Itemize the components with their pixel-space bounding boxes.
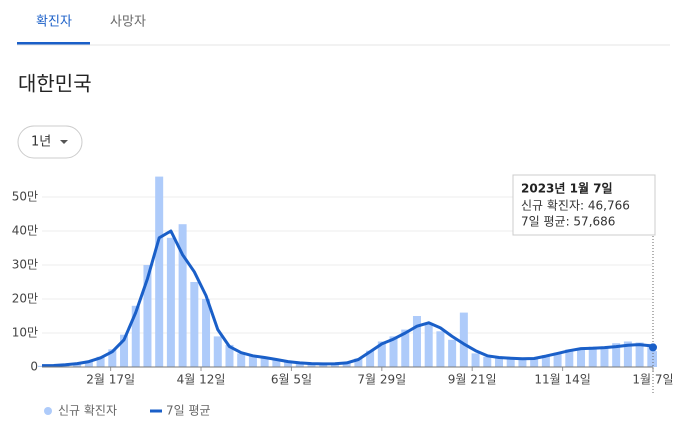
tab[interactable]: 사망자 — [110, 15, 146, 30]
bar — [588, 346, 597, 367]
bar — [448, 339, 457, 367]
bar — [483, 356, 492, 367]
legend-label: 7일 평균 — [166, 404, 211, 418]
bar — [108, 349, 117, 367]
bar — [494, 357, 503, 367]
bar — [600, 347, 609, 367]
x-tick-label: 11월 14일 — [534, 373, 590, 387]
bar — [541, 355, 550, 367]
bar — [623, 341, 632, 367]
y-tick-label: 20만 — [12, 292, 38, 306]
x-tick-label: 9월 21일 — [448, 373, 497, 387]
bar — [471, 353, 480, 367]
x-tick-label: 2월 17일 — [86, 373, 135, 387]
legend-swatch — [44, 407, 52, 415]
bar — [424, 324, 433, 367]
legend-label: 신규 확진자 — [58, 404, 117, 418]
y-tick-label: 30만 — [12, 258, 38, 272]
bar — [131, 305, 140, 367]
bar — [272, 360, 281, 367]
tab-underline — [17, 42, 90, 45]
bar — [84, 360, 93, 367]
bar — [330, 363, 339, 367]
bar — [295, 363, 304, 367]
bar — [307, 363, 316, 367]
bar — [389, 336, 398, 367]
bar — [73, 363, 82, 367]
y-tick-label: 50만 — [12, 190, 38, 204]
range-dropdown[interactable] — [17, 125, 83, 159]
bar — [96, 356, 105, 367]
bar — [213, 336, 222, 367]
bar — [635, 342, 644, 367]
bar — [577, 348, 586, 367]
bar — [143, 265, 152, 367]
tooltip-line: 7일 평균: 57,686 — [521, 215, 615, 229]
bar — [377, 341, 386, 367]
x-tick-label: 7월 29일 — [357, 373, 406, 387]
bar — [366, 350, 375, 367]
y-tick-label: 10만 — [12, 326, 38, 340]
bar — [225, 344, 234, 367]
bar — [260, 358, 269, 367]
bar — [190, 282, 199, 367]
bar — [166, 237, 175, 367]
bar — [401, 329, 410, 367]
y-tick-label: 40만 — [12, 224, 38, 238]
tooltip-line: 신규 확진자: 46,766 — [521, 199, 630, 213]
bar — [354, 358, 363, 367]
bar — [565, 349, 574, 367]
bar — [612, 343, 621, 367]
bar — [248, 356, 257, 367]
bar — [459, 312, 468, 367]
bar — [436, 331, 445, 367]
bar — [553, 352, 562, 367]
bar — [319, 364, 328, 367]
bar — [530, 357, 539, 367]
bar — [518, 359, 527, 367]
bar — [178, 224, 187, 367]
bar — [237, 353, 246, 367]
y-tick-label: 0 — [30, 360, 38, 374]
hover-point — [649, 343, 657, 352]
bar — [342, 362, 351, 367]
bar — [506, 358, 515, 367]
heading: 대한민국 — [18, 72, 92, 96]
bar — [412, 316, 421, 367]
bar — [120, 334, 129, 367]
x-tick-label: 6월 5일 — [271, 373, 312, 387]
tooltip-title: 2023년 1월 7일 — [521, 181, 613, 196]
bar — [202, 299, 211, 367]
x-tick-label: 4월 12일 — [177, 373, 226, 387]
x-tick-label: 1월 7일 — [632, 373, 673, 387]
bar — [155, 176, 164, 367]
line — [41, 229, 654, 368]
bar — [38, 365, 46, 367]
range-label: 1년 — [31, 135, 51, 150]
dropdown-arrow — [60, 140, 68, 144]
bar — [284, 361, 293, 367]
tab-selected[interactable]: 확진자 — [36, 15, 72, 30]
tooltip-box — [512, 174, 656, 236]
